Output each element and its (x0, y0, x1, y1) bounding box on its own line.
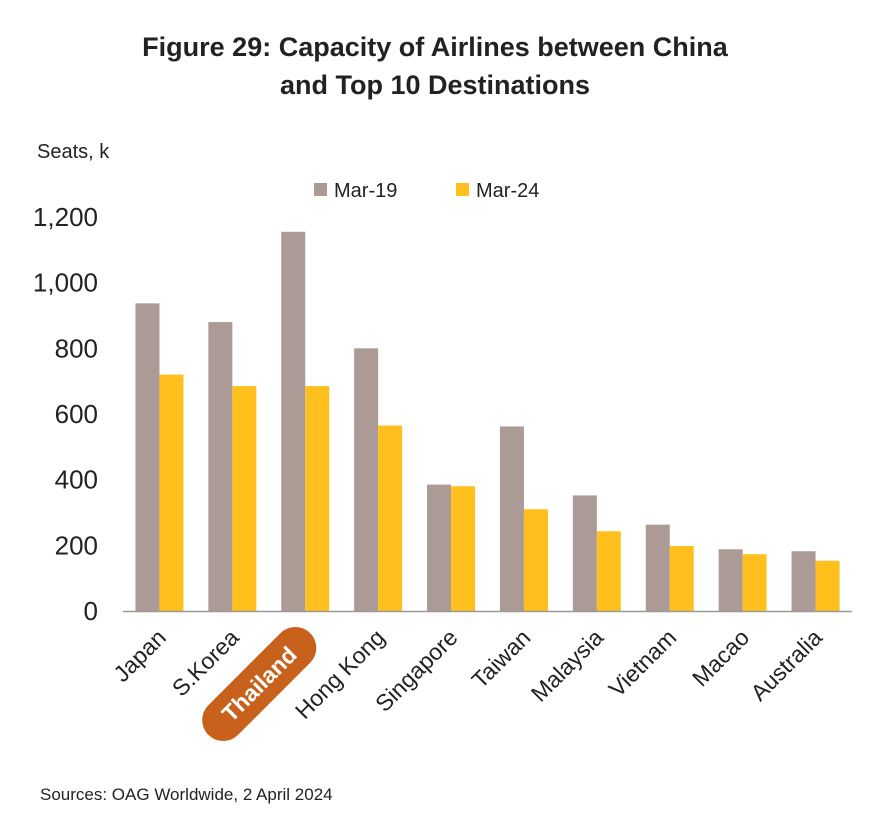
bar-mar-19 (791, 551, 816, 611)
bar-mar-24 (596, 531, 621, 611)
highlight-pill-shape (202, 626, 317, 742)
chart-title-line-1: Figure 29: Capacity of Airlines between … (142, 32, 728, 62)
bar-mar-24 (305, 386, 330, 611)
bar-mar-24 (159, 374, 184, 611)
source-note: Sources: OAG Worldwide, 2 April 2024 (40, 785, 333, 804)
bar-mar-19 (354, 348, 379, 611)
legend-label: Mar-24 (476, 180, 539, 202)
bar-mar-24 (669, 545, 694, 611)
bar-mar-19 (135, 303, 160, 611)
bar-chart: 02004006008001,0001,200JapanS.KoreaThail… (33, 180, 852, 742)
y-tick-label: 200 (55, 530, 98, 560)
x-tick-label: Macao (687, 624, 754, 691)
bar-mar-24 (378, 425, 403, 611)
y-tick-label: 800 (55, 333, 98, 363)
y-tick-label: 1,200 (33, 202, 98, 232)
legend-swatch (456, 183, 469, 196)
y-tick-label: 400 (55, 465, 98, 495)
bar-mar-19 (427, 484, 452, 611)
y-axis-label: Seats, k (37, 141, 110, 163)
chart-title: Figure 29: Capacity of Airlines between … (0, 28, 870, 104)
bar-mar-24 (232, 386, 257, 611)
legend-swatch (314, 183, 327, 196)
bar-mar-24 (815, 560, 840, 611)
y-tick-label: 0 (84, 596, 98, 626)
bar-mar-19 (718, 549, 743, 611)
y-tick-label: 1,000 (33, 268, 98, 298)
bar-mar-19 (208, 322, 233, 611)
chart-title-line-2: and Top 10 Destinations (279, 70, 591, 100)
bar-mar-19 (645, 524, 670, 611)
x-tick-label: Malaysia (526, 624, 609, 707)
bar-mar-19 (499, 426, 524, 611)
x-tick-label: Taiwan (466, 624, 535, 693)
bar-mar-19 (281, 231, 306, 611)
bar-mar-24 (451, 486, 476, 611)
x-tick-label: Vietnam (604, 624, 682, 702)
x-tick-label: Japan (108, 624, 171, 687)
y-tick-label: 600 (55, 399, 98, 429)
bar-mar-19 (572, 495, 597, 611)
legend-label: Mar-19 (334, 180, 397, 202)
bar-mar-24 (523, 509, 548, 611)
x-tick-label: Australia (745, 624, 827, 706)
bar-mar-24 (742, 554, 767, 611)
